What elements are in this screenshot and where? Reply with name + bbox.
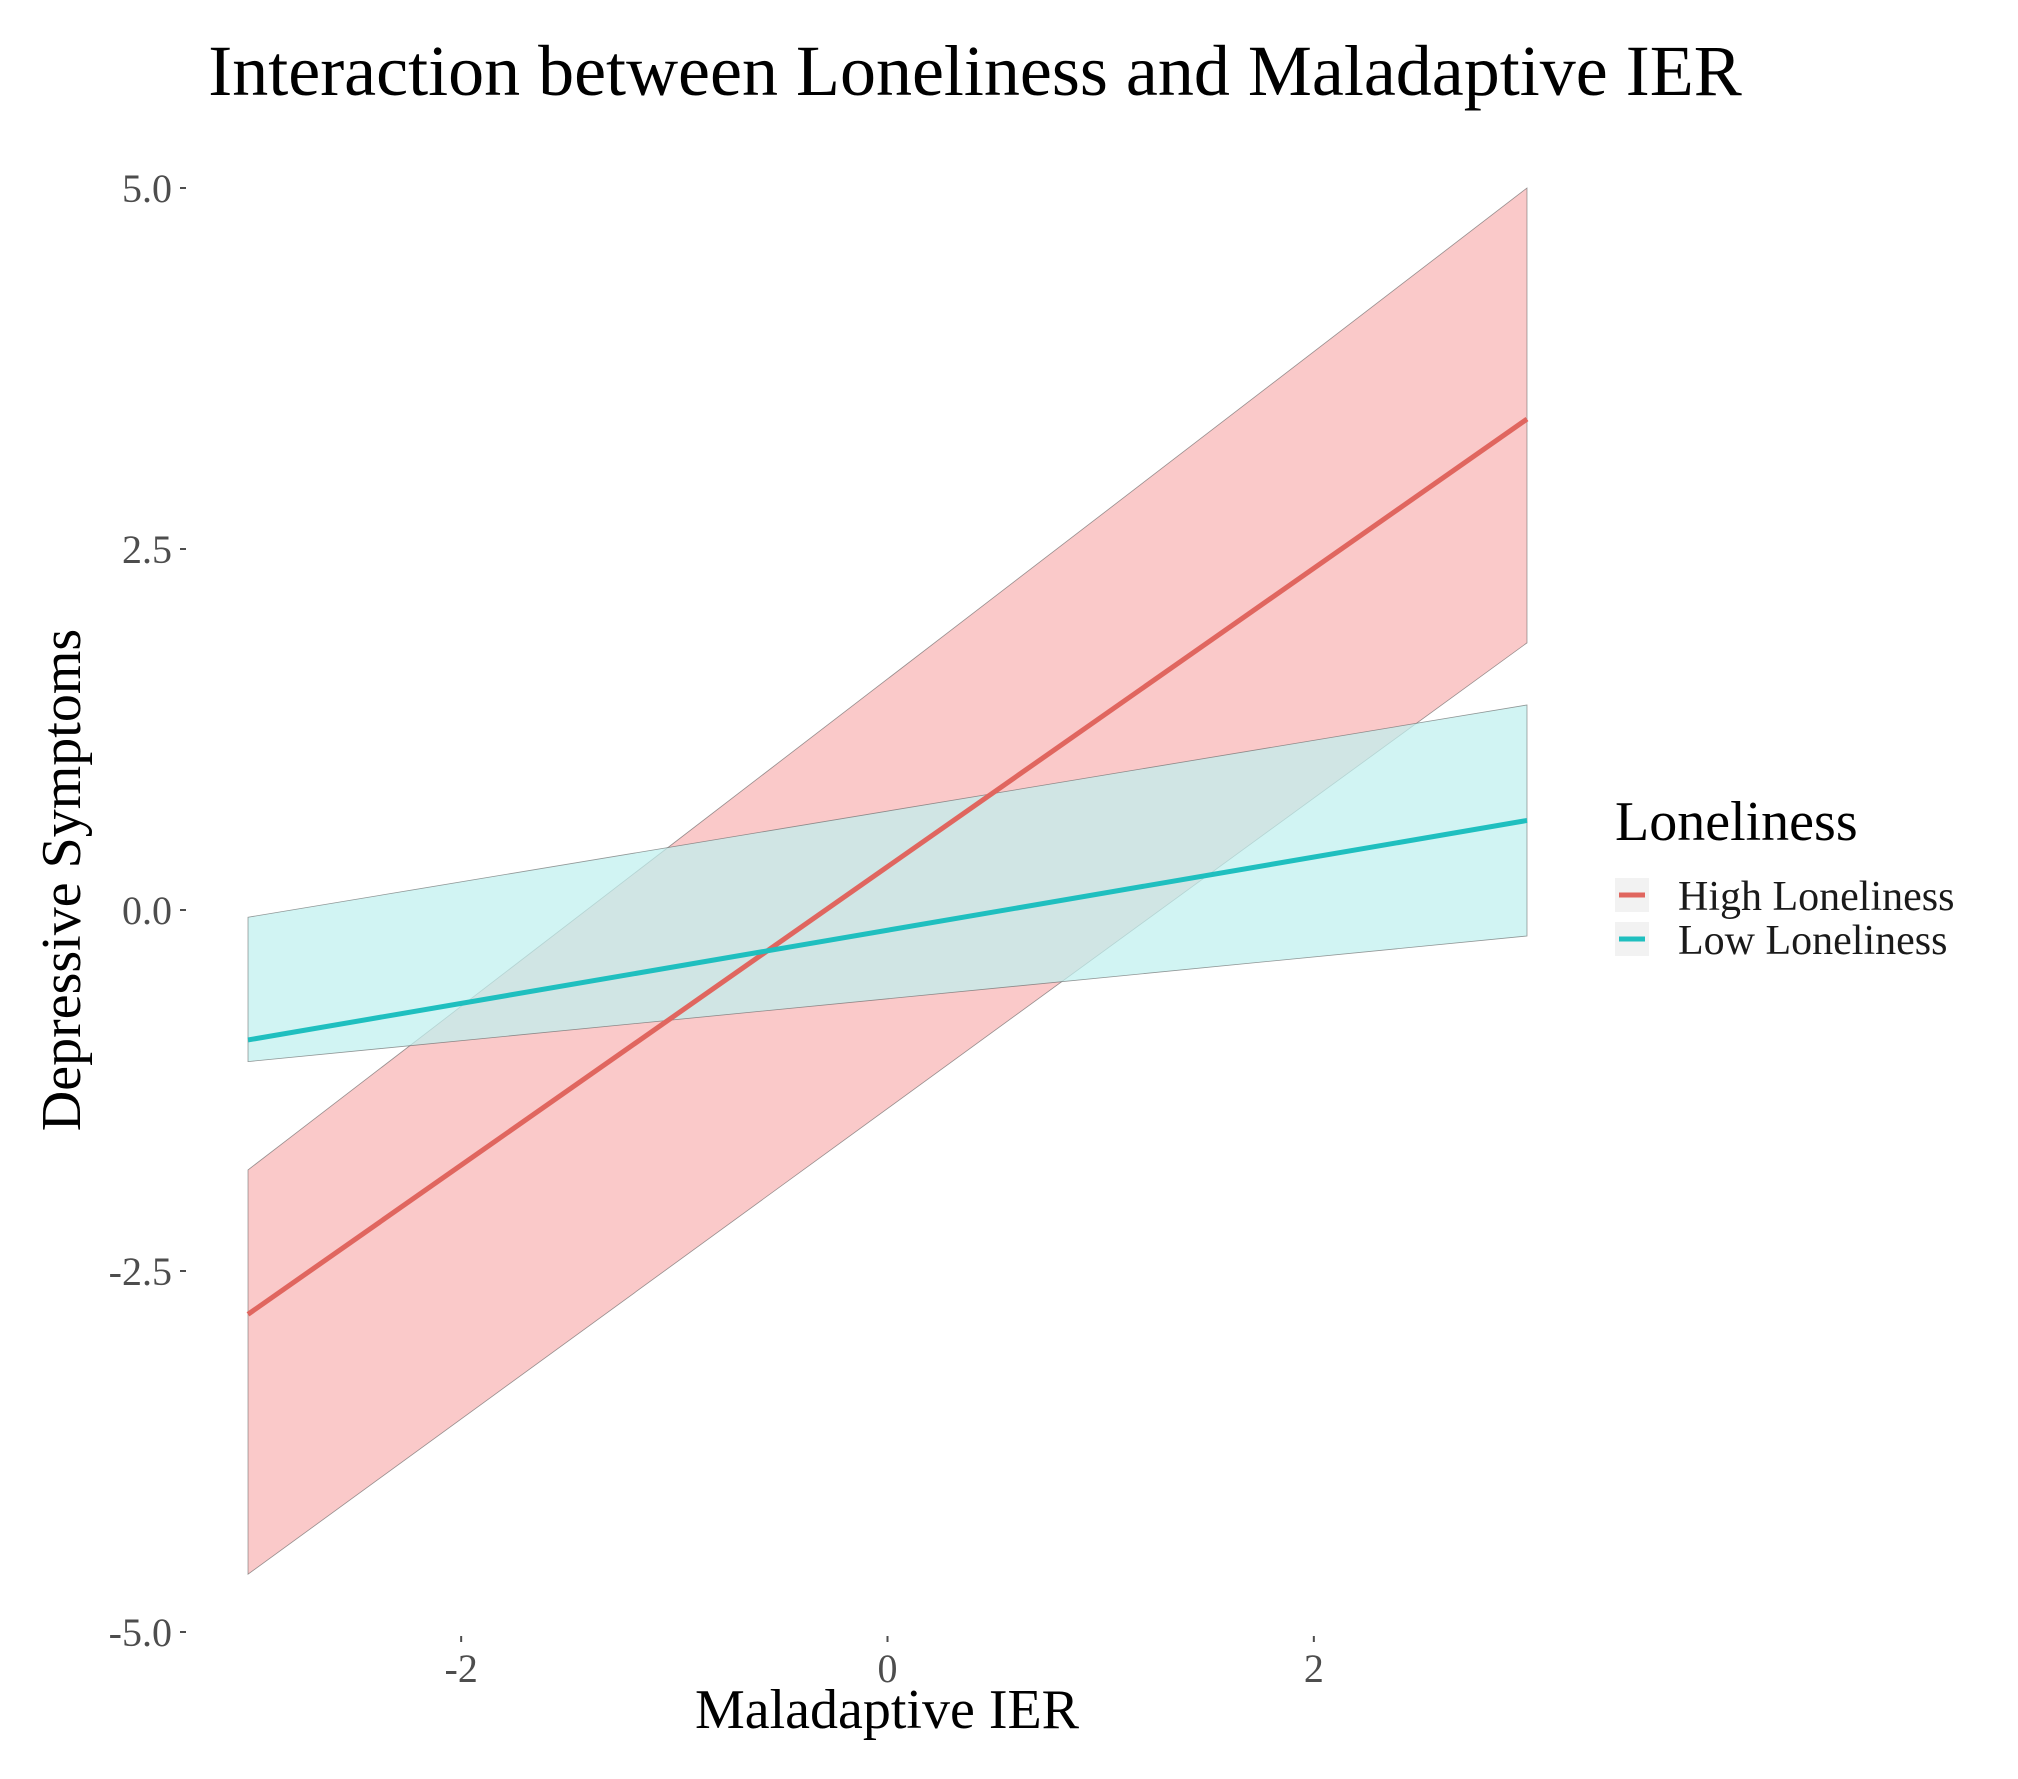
x-axis-ticks: -2 0 2 [445, 1636, 1324, 1691]
x-tick-label: 0 [878, 1646, 898, 1691]
y-tick-label: -2.5 [109, 1249, 172, 1294]
confidence-bands [247, 187, 1528, 1576]
low-loneliness-legend-label: Low Loneliness [1678, 918, 1947, 964]
y-axis-ticks: -5.0 -2.5 0.0 2.5 5.0 [109, 166, 186, 1655]
x-tick-label: 2 [1304, 1646, 1324, 1691]
low-loneliness-line [247, 818, 1528, 1043]
y-tick-label: 5.0 [122, 166, 172, 211]
y-tick-label: 2.5 [122, 527, 172, 572]
series-lines [246, 416, 1529, 1317]
high-loneliness-line [246, 416, 1529, 1317]
y-axis-title: Depressive Symptoms [31, 629, 93, 1131]
low-loneliness-confidence-band [247, 704, 1528, 1063]
legend-title: Loneliness [1615, 791, 1858, 853]
y-tick-label: 0.0 [122, 888, 172, 933]
x-tick-label: -2 [445, 1646, 478, 1691]
chart-title: Interaction between Loneliness and Malad… [208, 31, 1741, 111]
y-tick-label: -5.0 [109, 1610, 172, 1655]
x-axis-title: Maladaptive IER [695, 1679, 1080, 1741]
high-loneliness-legend-label: High Loneliness [1678, 874, 1954, 920]
